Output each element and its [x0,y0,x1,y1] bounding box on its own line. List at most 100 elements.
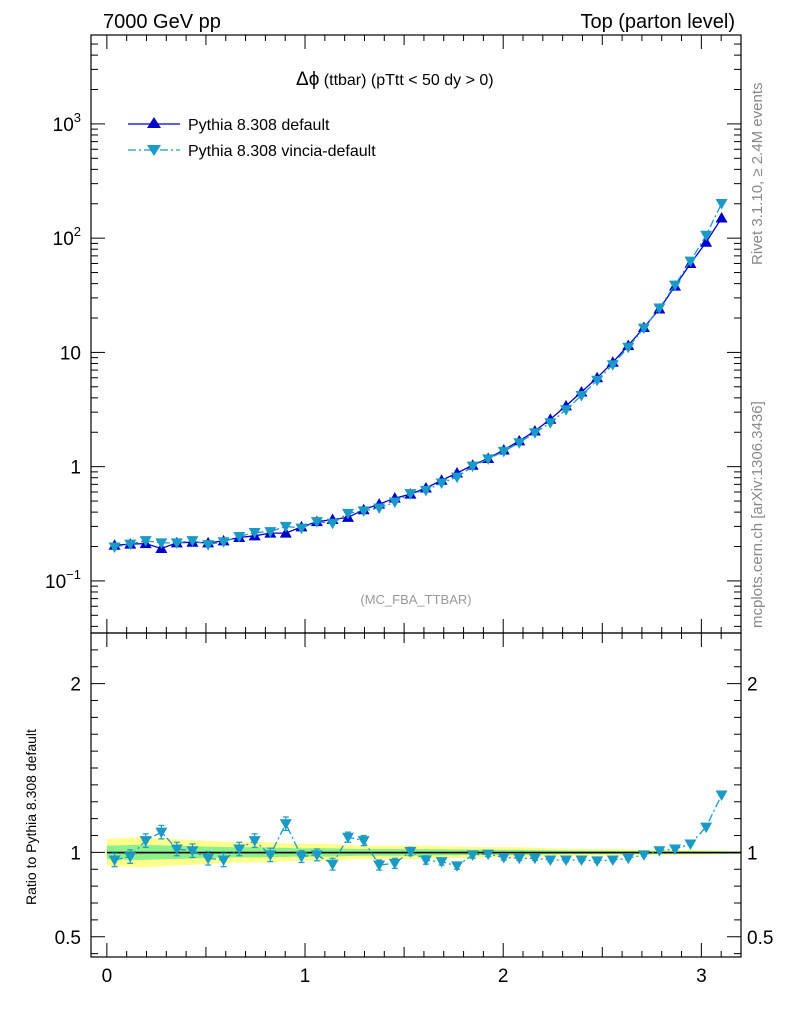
data-point-1-5 [186,536,199,547]
legend: Pythia 8.308 default Pythia 8.308 vincia… [128,117,376,160]
data-point-1-34 [637,323,650,335]
data-point-1-18 [388,497,401,509]
data-point-1-19 [404,489,417,500]
ratio-point-23 [466,850,479,861]
rivet-label: Rivet 3.1.10, ≥ 2.4M events [749,83,766,266]
data-point-1-16 [357,506,370,517]
legend-label-vincia: Pythia 8.308 vincia-default [188,143,376,160]
ratio-point-4 [170,844,183,855]
y-tick-base: 10 [53,229,74,250]
ratio-y-tick-label-left: 1 [70,843,81,864]
ratio-point-19 [404,847,417,858]
ratio-point-0 [108,855,121,866]
data-point-1-32 [606,360,619,371]
data-point-1-39 [715,199,728,210]
x-tick-label: 2 [498,966,509,987]
series-line-0 [114,217,723,550]
ratio-point-25 [497,852,510,864]
data-point-1-23 [466,461,479,473]
ratio-point-11 [279,819,292,830]
ratio-point-39 [715,790,728,801]
data-point-1-0 [108,542,121,554]
data-point-1-31 [591,375,604,387]
ratio-point-35 [653,846,666,857]
data-point-0-38 [700,236,713,247]
data-point-1-10 [264,527,277,538]
data-point-1-11 [279,521,292,533]
mcplots-label: mcplots.cern.ch [arXiv:1306.3436] [749,401,766,628]
y-tick-label: 10−1 [45,567,81,593]
legend-marker-default [147,117,161,128]
data-point-1-8 [233,531,246,543]
header-left: 7000 GeV pp [103,11,221,33]
data-point-1-38 [700,230,713,242]
data-point-1-33 [622,342,635,354]
plot-title: Δϕ (ttbar) (pTtt < 50 dy > 0) [296,69,494,90]
x-tick-label: 1 [300,966,311,987]
x-tick-label: 0 [102,966,113,987]
ratio-point-36 [669,844,682,855]
y-tick-label: 10 [60,343,81,364]
ratio-point-29 [560,855,573,866]
ratio-point-30 [575,855,588,866]
watermark: (MC_FBA_TTBAR) [360,592,471,607]
ratio-point-2 [139,836,152,847]
ratio-y-tick-label-left: 0.5 [55,928,81,949]
ratio-point-28 [544,855,557,866]
ratio-point-37 [684,839,697,850]
data-point-1-37 [684,256,697,268]
ratio-point-8 [233,844,246,855]
data-point-1-27 [528,428,541,439]
ratio-point-12 [295,852,308,863]
ratio-point-33 [622,853,635,865]
data-point-1-17 [373,503,386,514]
data-point-1-36 [669,280,682,292]
data-point-1-6 [202,540,215,551]
plot-title-rest: (ttbar) (pTtt < 50 dy > 0) [319,72,493,89]
ratio-line-0 [114,794,723,867]
data-point-1-21 [435,478,448,489]
data-point-1-24 [482,454,495,465]
ratio-point-17 [373,860,386,872]
data-point-1-26 [513,438,526,449]
ratio-point-7 [217,855,230,866]
ratio-point-27 [528,853,541,865]
series-line-1 [114,203,723,548]
ratio-point-5 [186,846,199,857]
ratio-point-34 [637,850,650,861]
data-point-1-3 [155,538,168,549]
data-point-1-22 [451,472,464,484]
y-tick-label: 103 [53,110,81,136]
ratio-y-tick-label-left: 2 [70,675,81,696]
ratio-point-6 [202,853,215,865]
y-tick-label: 1 [70,458,81,479]
data-point-1-35 [653,303,666,314]
data-point-1-4 [170,538,183,549]
header-right: Top (parton level) [580,11,735,33]
ratio-point-26 [513,853,526,865]
ratio-point-9 [248,836,261,847]
ratio-y-tick-label-right: 1 [747,843,758,864]
data-point-1-2 [139,536,152,547]
legend-marker-vincia [147,145,161,156]
y-tick-exponent: −1 [66,567,81,582]
ratio-point-14 [326,859,339,871]
y-tick-base: 10 [45,572,66,593]
ratio-point-38 [700,822,713,834]
y-tick-label: 102 [53,224,81,250]
data-point-1-30 [575,390,588,402]
ratio-point-15 [342,832,355,844]
ratio-point-22 [451,861,464,872]
x-tick-label: 3 [696,966,707,987]
y-tick-exponent: 3 [74,110,81,125]
data-point-1-13 [310,517,323,528]
ratio-frame [90,632,742,958]
ratio-point-32 [606,855,619,866]
ratio-point-18 [388,858,401,870]
data-point-1-25 [497,446,510,458]
ratio-y-tick-label-right: 2 [747,675,758,696]
ratio-ylabel: Ratio to Pythia 8.308 default [23,729,39,905]
ratio-point-24 [482,849,495,861]
ratio-point-13 [310,850,323,861]
